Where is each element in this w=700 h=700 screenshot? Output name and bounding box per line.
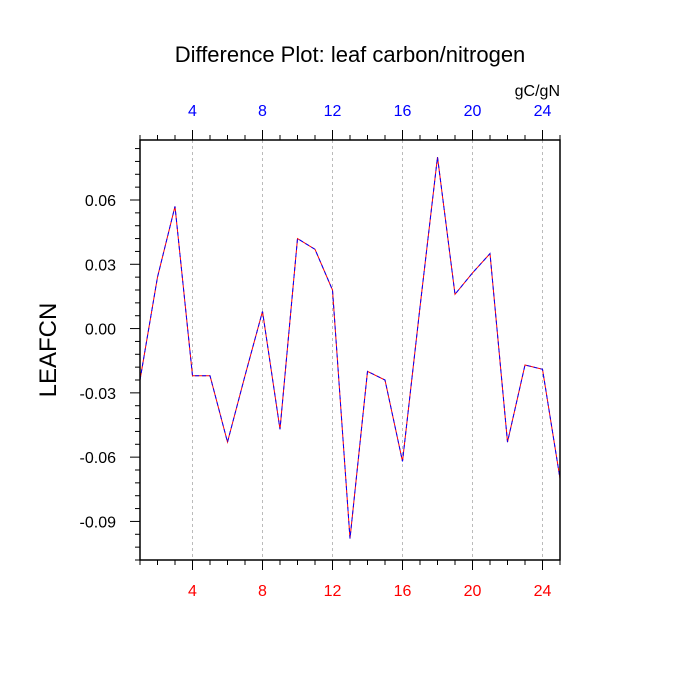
series xyxy=(139,157,561,539)
y-tick-label: 0.00 xyxy=(85,322,116,339)
y-tick-label: -0.03 xyxy=(80,386,117,403)
x-tick-label-top: 24 xyxy=(534,103,552,120)
x-tick-label-top: 4 xyxy=(188,103,197,120)
series-line-blue xyxy=(139,157,561,539)
chart-title: Difference Plot: leaf carbon/nitrogen xyxy=(175,42,526,67)
x-tick-label-bottom: 20 xyxy=(464,583,482,600)
y-tick-label: -0.06 xyxy=(80,450,117,467)
x-tick-label-top: 8 xyxy=(258,103,267,120)
x-tick-label-top: 12 xyxy=(324,103,342,120)
x-tick-label-top: 20 xyxy=(464,103,482,120)
x-tick-label-top: 16 xyxy=(394,103,412,120)
x-tick-label-bottom: 16 xyxy=(394,583,412,600)
y-axis-label: LEAFCN xyxy=(35,303,62,398)
x-tick-label-bottom: 4 xyxy=(188,583,197,600)
x-tick-label-bottom: 24 xyxy=(534,583,552,600)
plot-frame xyxy=(139,139,561,561)
grid xyxy=(192,140,543,560)
y-tick-label: 0.03 xyxy=(85,257,116,274)
axis-ticks: 4 4 8 8 12 12 16 16 20 20 24 24 0.06 0.03 0.00 -0.03 -0.… xyxy=(80,103,561,600)
x-tick-label-bottom: 12 xyxy=(324,583,342,600)
series-line-red xyxy=(139,157,561,539)
units-label: gC/gN xyxy=(515,83,560,100)
y-tick-label: 0.06 xyxy=(85,193,116,210)
y-tick-label: -0.09 xyxy=(80,514,117,531)
x-tick-label-bottom: 8 xyxy=(258,583,267,600)
